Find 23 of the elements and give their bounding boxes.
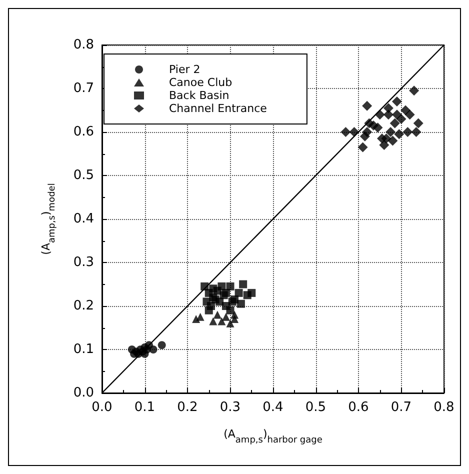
- x-tick-label: 0.8: [434, 400, 454, 415]
- x-tick-label: 0.1: [134, 400, 156, 415]
- y-tick-label: 0.1: [73, 342, 94, 357]
- y-tick-label: 0.3: [73, 255, 94, 270]
- y-tick-label: 0.8: [73, 38, 94, 52]
- x-tick-label: 0.2: [177, 400, 198, 415]
- legend-label: Channel Entrance: [169, 102, 268, 115]
- y-tick-label: 0.4: [73, 212, 94, 226]
- x-tick-label: 0.7: [390, 400, 412, 415]
- x-tick-label: 0.5: [305, 400, 326, 415]
- x-tick-label: 0.4: [262, 400, 284, 415]
- x-tick-label: 0.6: [348, 400, 369, 415]
- legend-label: Canoe Club: [169, 76, 232, 89]
- y-tick-label: 0.2: [73, 298, 94, 314]
- y-tick-label: 0.7: [73, 81, 94, 96]
- x-tick-label: 0.3: [220, 400, 241, 415]
- legend-label: Back Basin: [169, 89, 230, 102]
- y-tick-label: 0.6: [73, 124, 94, 140]
- x-tick-label: 0.0: [92, 400, 112, 415]
- legend-label: Pier 2: [169, 63, 200, 76]
- y-tick-label: 0.5: [73, 168, 94, 183]
- y-tick-label: 0.0: [73, 386, 94, 400]
- y-axis-title: (Aamp,s)model: [40, 183, 58, 255]
